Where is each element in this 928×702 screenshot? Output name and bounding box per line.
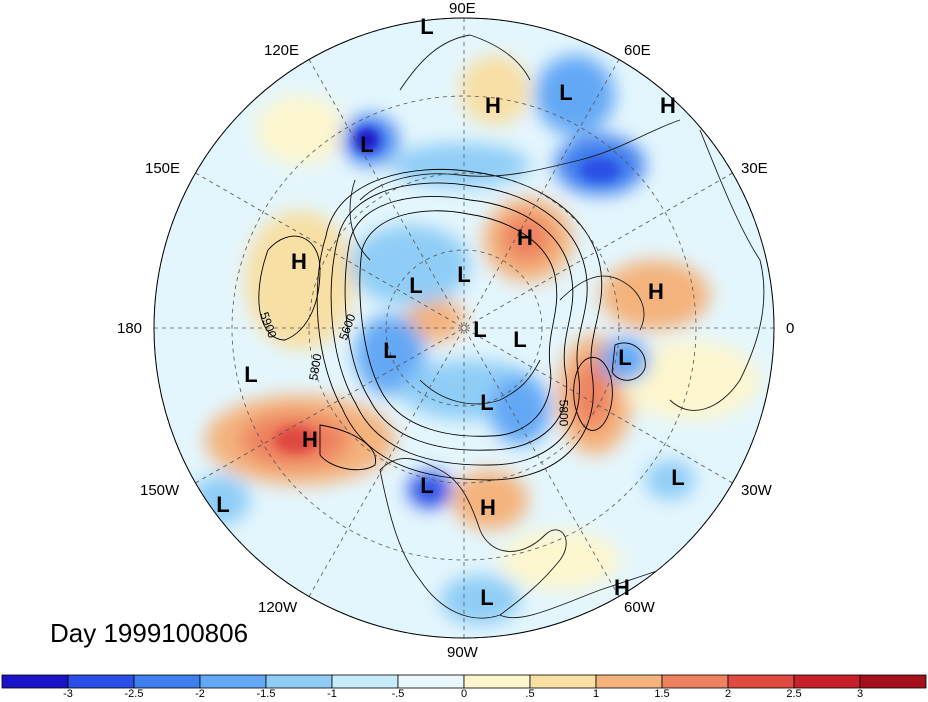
height-contours — [258, 168, 646, 481]
system-marker: L — [480, 390, 494, 415]
map-border — [153, 17, 775, 639]
colorbar-swatch — [727, 674, 795, 689]
colorbar-tick-label: -1.5 — [256, 688, 276, 700]
lon-label-0: 0 — [786, 320, 795, 337]
colorbar-tick-label: 1.5 — [654, 688, 670, 700]
colorbar-swatch — [397, 674, 465, 689]
colorbar-tick-label: 1 — [592, 688, 600, 700]
system-marker: L — [473, 317, 487, 342]
system-marker: L — [513, 327, 527, 352]
system-marker: H — [485, 93, 501, 118]
lon-label-150e: 150E — [145, 160, 181, 177]
colorbar-swatch — [529, 674, 597, 689]
system-marker: H — [517, 225, 533, 250]
colorbar-tick-label: 3 — [856, 688, 864, 700]
lon-label-60e: 60E — [624, 42, 651, 59]
colorbar-swatch — [199, 674, 267, 689]
system-marker: L — [420, 473, 434, 498]
system-marker: L — [409, 273, 423, 298]
lon-label-30w: 30W — [741, 482, 772, 499]
system-marker: H — [291, 249, 307, 274]
colorbar-tick-label: .5 — [525, 688, 535, 700]
colorbar-tick-label: -3 — [63, 688, 73, 700]
colorbar-tick-label: -2.5 — [124, 688, 144, 700]
lon-label-180: 180 — [117, 320, 143, 337]
colorbar-tick-label: 0 — [460, 688, 468, 700]
system-marker: H — [302, 427, 318, 452]
system-marker: L — [360, 132, 374, 157]
colorbar-swatch — [133, 674, 201, 689]
system-marker: L — [457, 262, 471, 287]
system-marker: L — [244, 362, 258, 387]
lon-label-90e: 90E — [449, 0, 476, 17]
system-marker: L — [671, 465, 685, 490]
colorbar-tick-label: 2.5 — [786, 688, 802, 700]
system-marker: H — [660, 93, 676, 118]
lon-label-120e: 120E — [264, 42, 300, 59]
colorbar-tick-label: 2 — [724, 688, 732, 700]
system-marker: L — [480, 585, 494, 610]
colorbar-swatch — [463, 674, 531, 689]
colorbar-swatch — [661, 674, 729, 689]
colorbar-swatch — [331, 674, 399, 689]
anomaly-field — [154, 18, 774, 638]
colorbar-swatch — [859, 674, 927, 689]
system-marker: H — [614, 575, 630, 600]
system-marker: L — [559, 80, 573, 105]
contour-label-5800-east: 5800 — [556, 399, 571, 427]
system-marker: H — [648, 279, 664, 304]
lon-label-90w: 90W — [447, 644, 478, 661]
lon-label-150w: 150W — [140, 482, 180, 499]
system-marker: H — [480, 495, 496, 520]
colorbar-swatch — [67, 674, 135, 689]
lon-label-60w: 60W — [624, 599, 655, 616]
colorbar-tick-label: -.5 — [391, 688, 405, 700]
colorbar-swatch — [595, 674, 663, 689]
colorbar-swatch — [1, 674, 69, 689]
colorbar-swatch — [265, 674, 333, 689]
system-marker: L — [618, 345, 632, 370]
day-title: Day 1999100806 — [50, 618, 249, 648]
system-marker: L — [216, 492, 230, 517]
system-marker: L — [383, 338, 397, 363]
colorbar-tick-label: -2 — [195, 688, 205, 700]
colorbar-tick-label: -1 — [327, 688, 337, 700]
lon-label-120w: 120W — [258, 599, 298, 616]
lon-label-30e: 30E — [741, 160, 768, 177]
system-marker: L — [420, 14, 434, 39]
colorbar-swatch — [793, 674, 861, 689]
colorbar — [1, 674, 927, 689]
